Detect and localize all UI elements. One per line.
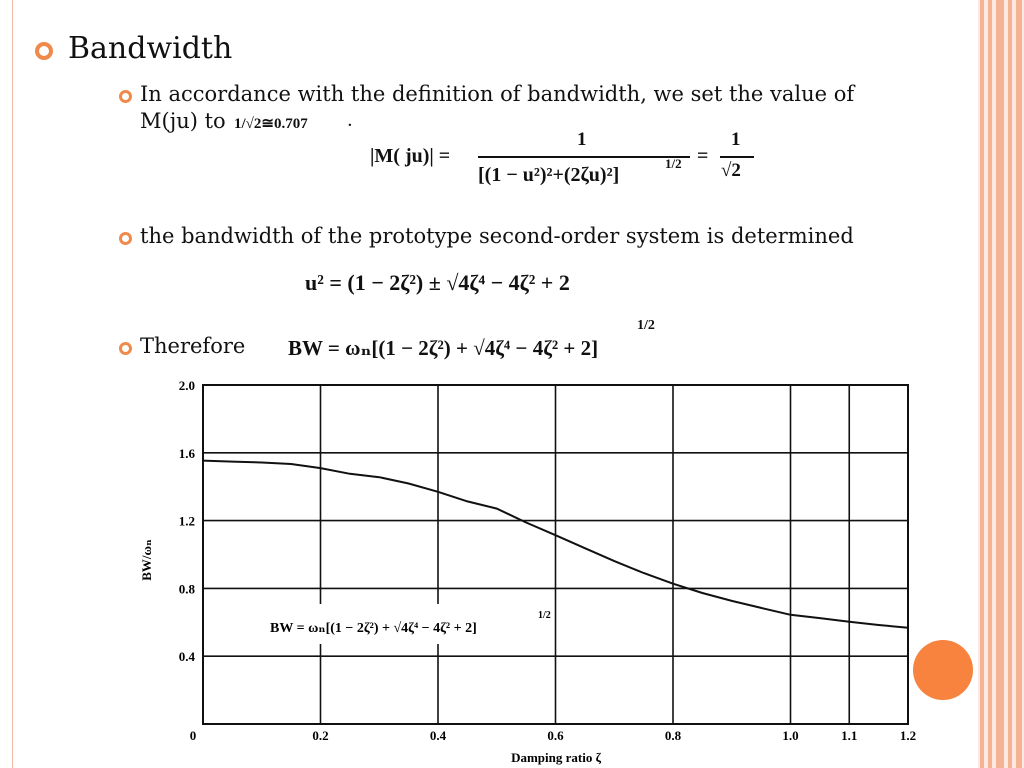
- y-tick-label: 0.8: [179, 581, 196, 596]
- eq1-denominator: [(1 − u²)²+(2ζu)²]: [478, 164, 620, 186]
- eq1-rhs-denominator: √2: [721, 160, 741, 181]
- x-tick-label: 0.8: [665, 728, 682, 743]
- x-tick-label: 0.4: [430, 728, 447, 743]
- y-tick-label: 0.4: [179, 649, 196, 664]
- right-decor-stripes: [978, 0, 1024, 768]
- bullet-icon: [119, 90, 132, 103]
- bullet1-line1: In accordance with the definition of ban…: [140, 82, 855, 106]
- equation-u-squared: u² = (1 − 2ζ²) ± √4ζ⁴ − 4ζ² + 2: [305, 270, 570, 295]
- bullet1-line2: M(ju) to: [140, 109, 226, 133]
- x-tick-label: 1.0: [782, 728, 798, 743]
- slide-title: Bandwidth: [68, 31, 233, 66]
- x-tick-label: 0: [190, 728, 197, 743]
- eq1-exponent: 1/2: [665, 156, 682, 171]
- bullet-icon: [119, 232, 132, 245]
- bullet1-value: 1/√2≅0.707: [234, 116, 308, 132]
- chart-annotation-exponent: 1/2: [538, 610, 551, 621]
- eq1-rhs-numerator: 1: [731, 129, 741, 150]
- decorative-orange-circle: [913, 640, 973, 700]
- y-tick-label: 2.0: [179, 378, 195, 393]
- title-bullet-icon: [35, 42, 53, 60]
- x-tick-label: 0.6: [547, 728, 564, 743]
- x-tick-label: 1.1: [841, 728, 857, 743]
- bullet3-text: Therefore: [140, 334, 246, 358]
- x-axis-label: Damping ratio ζ: [511, 750, 602, 765]
- bullet1-dot: .: [348, 114, 352, 130]
- eq1-equals: =: [697, 145, 709, 167]
- left-border-line: [12, 0, 13, 768]
- eq1-lhs: |M( ju)| =: [370, 145, 451, 167]
- plot-frame: [202, 384, 909, 725]
- equation-bandwidth-exponent: 1/2: [637, 318, 655, 333]
- bullet-icon: [119, 342, 132, 355]
- eq1-numerator: 1: [577, 129, 587, 150]
- y-tick-label: 1.6: [179, 446, 196, 461]
- x-tick-label: 0.2: [312, 728, 328, 743]
- y-tick-label: 1.2: [179, 514, 195, 529]
- chart-annotation: BW = ωₙ[(1 − 2ζ²) + √4ζ⁴ − 4ζ² + 2]: [270, 621, 477, 636]
- bullet2-text: the bandwidth of the prototype second-or…: [140, 224, 854, 248]
- y-axis-label: BW/ωₙ: [139, 539, 154, 581]
- bandwidth-curve: [202, 459, 909, 629]
- x-tick-label: 1.2: [900, 728, 916, 743]
- equation-bandwidth: BW = ωₙ[(1 − 2ζ²) + √4ζ⁴ − 4ζ² + 2]: [288, 336, 599, 360]
